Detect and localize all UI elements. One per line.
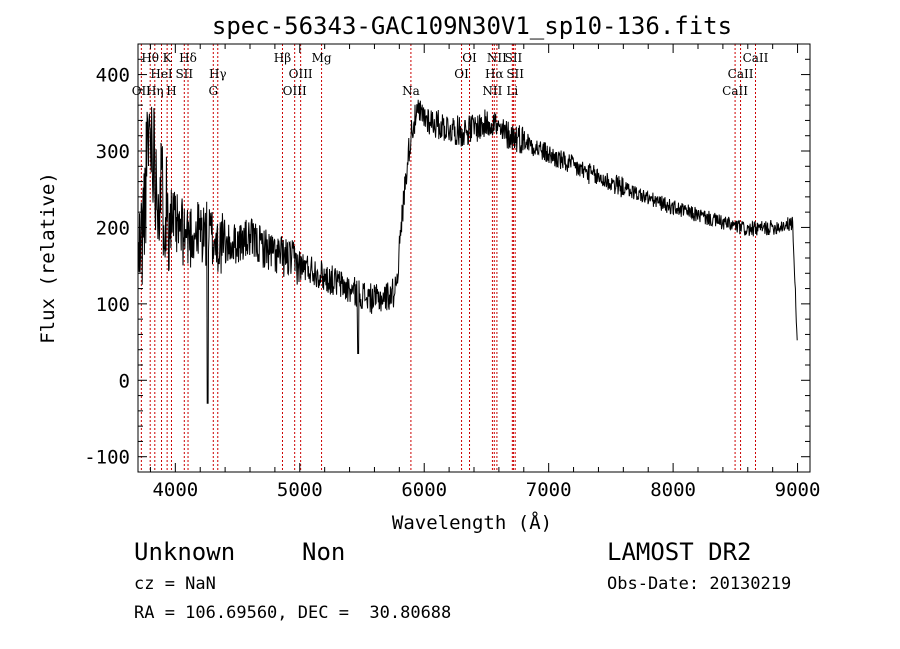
spectral-line-label: Na — [402, 84, 420, 98]
x-axis-label: Wavelength (Å) — [392, 511, 552, 534]
observation-date: Obs-Date: 20130219 — [607, 574, 792, 594]
spectral-line-label: NII — [487, 51, 507, 65]
y-tick-label: 0 — [119, 370, 130, 392]
spectral-line-label: OI — [462, 51, 477, 65]
spectral-line-label: Hγ — [209, 67, 227, 81]
spectral-line-label: Hδ — [179, 51, 197, 65]
spectral-line-label: K — [163, 51, 173, 65]
spectral-line-label: Hα — [485, 67, 504, 81]
spectral-line-label: OII — [132, 84, 152, 98]
y-tick-label: 200 — [96, 217, 130, 239]
x-tick-label: 5000 — [277, 479, 323, 501]
coordinates-text: RA = 106.69560, DEC = 30.80688 — [134, 603, 452, 623]
spectral-line-label: SII — [175, 67, 193, 81]
redshift-text: cz = NaN — [134, 574, 216, 594]
spectral-line-labels: OII Hθ Hη HeI K H SII Hδ G Hγ Hβ OIII OIII Mg Na OI OI NI… — [132, 51, 769, 98]
spectral-line-label: SII — [505, 51, 523, 65]
spectral-line-label: Hθ — [141, 51, 159, 65]
classification-text: Unknown — [134, 538, 236, 566]
x-tick-label: 7000 — [526, 479, 572, 501]
spectral-line-label: OI — [454, 67, 469, 81]
y-axis-label: Flux (relative) — [37, 172, 59, 344]
y-tick-label: 100 — [96, 294, 130, 316]
y-tick-label: -100 — [84, 447, 130, 469]
spectral-line-label: G — [208, 84, 218, 98]
spectral-line-label: CaII — [743, 51, 769, 65]
x-tick-label: 4000 — [152, 479, 198, 501]
spectral-line-markers — [140, 44, 756, 472]
spectral-line-label: HeI — [150, 67, 173, 81]
spectral-line-label: H — [166, 84, 176, 98]
y-tick-label: 400 — [96, 65, 130, 87]
spectral-line-label: CaII — [728, 67, 754, 81]
chart-title: spec-56343-GAC109N30V1_sp10-136.fits — [212, 12, 732, 40]
spectral-line-label: OIII — [289, 67, 313, 81]
x-tick-label: 8000 — [650, 479, 696, 501]
spectral-line-label: CaII — [722, 84, 748, 98]
x-axis-ticks: 4000 5000 6000 7000 8000 9000 — [149, 44, 821, 501]
spectral-line-label: Li — [506, 84, 518, 98]
spectral-line-label: NII — [482, 84, 502, 98]
spectrum-line — [138, 99, 798, 404]
y-tick-label: 300 — [96, 141, 130, 163]
x-tick-label: 6000 — [401, 479, 447, 501]
spectral-line-label: SII — [506, 67, 524, 81]
spectral-line-label: Mg — [312, 51, 332, 65]
spectral-line-label: Hβ — [274, 51, 291, 65]
spectral-line-label: OIII — [283, 84, 307, 98]
survey-name: LAMOST DR2 — [607, 538, 752, 566]
subclass-text: Non — [302, 538, 346, 566]
x-tick-label: 9000 — [775, 479, 821, 501]
spectral-line-label: Hη — [146, 84, 164, 98]
y-axis-ticks: -100 0 100 200 300 400 — [84, 58, 810, 469]
